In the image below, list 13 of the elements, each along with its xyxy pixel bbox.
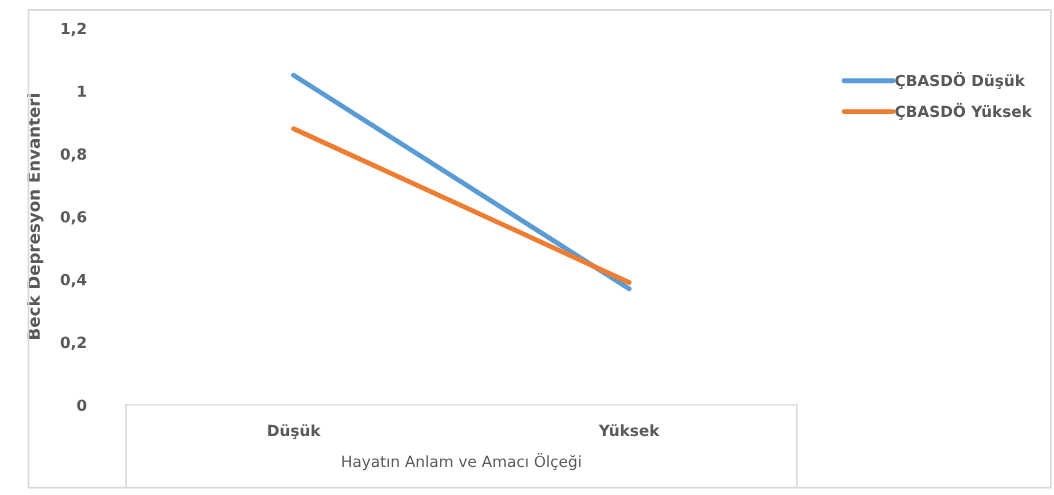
y-tick-label: 0,6 — [60, 211, 87, 225]
y-tick-label: 0,8 — [60, 148, 87, 162]
y-axis-title: Beck Depresyon Envanteri — [27, 94, 44, 339]
y-tick-label: 1,2 — [61, 22, 86, 37]
legend-label: ÇBASDÖ Düşük — [895, 71, 1026, 90]
legend-label: ÇBASDÖ Yüksek — [895, 102, 1033, 120]
y-tick-label: 0 — [77, 399, 87, 411]
y-tick-label: 0,4 — [60, 273, 87, 288]
y-tick-label: 1 — [78, 85, 87, 97]
x-tick-label: Yüksek — [598, 424, 660, 437]
x-axis-title: Hayatın Anlam ve Amacı Ölçeği — [342, 453, 581, 471]
y-tick-label: 0,2 — [60, 336, 86, 351]
x-tick-label: Düşük — [268, 424, 321, 439]
